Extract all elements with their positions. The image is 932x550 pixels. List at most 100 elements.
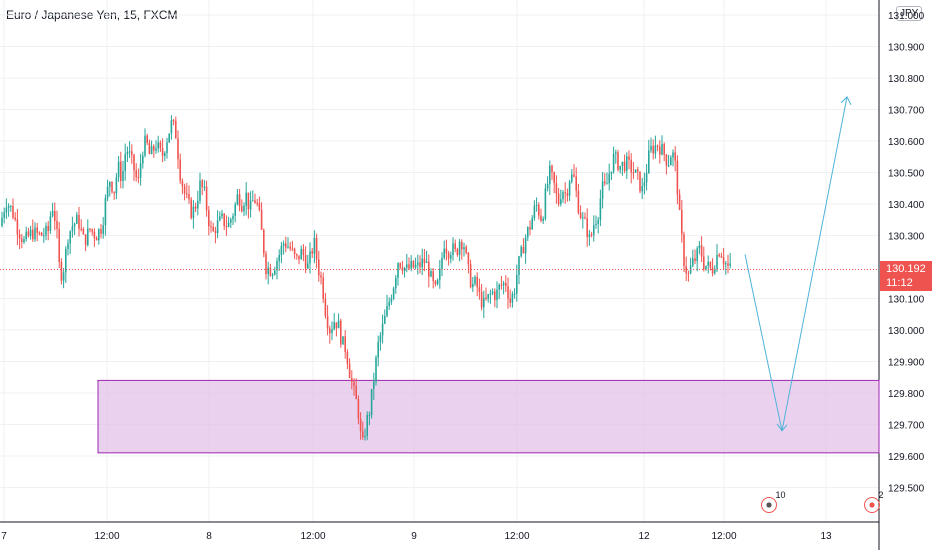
candle-body <box>406 264 408 268</box>
candle-body <box>135 170 137 178</box>
candle-body <box>395 278 397 289</box>
candle-body <box>87 228 89 246</box>
candle-body <box>91 229 93 232</box>
candle-body <box>249 200 252 210</box>
candle-body <box>170 120 173 134</box>
candle-body <box>131 151 133 155</box>
candle-body <box>348 363 351 378</box>
candle-body <box>291 248 294 250</box>
candle-body <box>419 262 421 268</box>
candle-body <box>555 183 558 194</box>
candle-body <box>637 169 639 172</box>
candle-body <box>645 172 648 183</box>
candle-body <box>467 252 470 265</box>
y-tick-label: 130.100 <box>888 295 925 306</box>
candle-body <box>241 206 243 212</box>
candle-body <box>337 320 340 329</box>
y-tick-label: 129.900 <box>888 358 925 369</box>
candle-body <box>566 193 569 196</box>
candle-body <box>373 381 375 390</box>
candle-body <box>269 267 272 276</box>
y-tick-label: 130.400 <box>888 200 925 211</box>
candle-body <box>491 291 494 294</box>
candle-body <box>223 213 225 227</box>
candle-body <box>643 182 646 187</box>
candle-body <box>353 381 355 386</box>
candle-body <box>685 266 687 274</box>
currency-badge[interactable]: JPY <box>896 6 923 21</box>
candle-body <box>392 288 395 299</box>
candle-body <box>205 186 208 211</box>
candle-body <box>542 218 544 221</box>
candle-body <box>439 268 441 280</box>
candle-body <box>315 237 318 260</box>
candle-body <box>309 251 311 264</box>
candle-body <box>505 282 507 287</box>
candle-body <box>203 186 206 188</box>
candle-body <box>454 243 456 249</box>
candle-body <box>474 276 476 285</box>
candle-body <box>575 176 577 191</box>
y-tick-label: 130.800 <box>888 74 925 85</box>
candle-body <box>417 262 419 265</box>
candle-body <box>120 161 122 182</box>
candle-body <box>304 254 307 269</box>
candle-body <box>421 258 423 268</box>
candle-body <box>729 263 731 266</box>
ideas-badge[interactable]: 10 <box>761 490 790 513</box>
candle-body <box>186 193 188 195</box>
candle-body <box>485 297 487 299</box>
candle-body <box>670 157 672 166</box>
candle-body <box>705 265 707 269</box>
candle-body <box>443 248 445 259</box>
y-tick-label: 130.500 <box>888 169 925 180</box>
candle-body <box>648 150 650 173</box>
candle-body <box>172 120 175 122</box>
candle-body <box>346 351 349 364</box>
candle-body <box>29 229 32 236</box>
candle-body <box>549 165 551 185</box>
candle-body <box>313 237 316 254</box>
candle-body <box>604 181 606 184</box>
candle-body <box>335 322 338 329</box>
candle-body <box>674 152 676 161</box>
candle-body <box>366 415 368 436</box>
candle-body <box>342 336 344 345</box>
candle-body <box>258 203 261 211</box>
y-tick-label: 130.000 <box>888 326 925 337</box>
candle-body <box>1 217 3 227</box>
candle-body <box>276 261 278 271</box>
candle-body <box>615 152 617 154</box>
candle-body <box>722 257 725 265</box>
alerts-badge[interactable]: 2 <box>864 490 888 513</box>
alert-icon <box>864 497 880 513</box>
candle-body <box>320 275 322 278</box>
x-tick-label: 12:00 <box>300 531 325 542</box>
candle-body <box>698 245 701 249</box>
candle-body <box>25 231 27 240</box>
candle-body <box>201 180 203 188</box>
x-tick-label: 7 <box>1 531 7 542</box>
candle-body <box>142 155 144 164</box>
candle-body <box>375 357 377 382</box>
candle-body <box>318 259 320 276</box>
candle-body <box>21 238 23 243</box>
candle-body <box>179 159 181 181</box>
candle-body <box>287 246 289 248</box>
candle-body <box>579 213 582 219</box>
candle-body <box>36 227 38 233</box>
candle-body <box>210 226 212 228</box>
candle-body <box>126 151 129 155</box>
candle-body <box>51 210 54 217</box>
candle-body <box>621 161 624 166</box>
candle-body <box>271 274 274 276</box>
candle-body <box>483 297 485 308</box>
candle-body <box>494 291 496 301</box>
candle-body <box>109 181 111 187</box>
candle-body <box>450 255 452 259</box>
candle-body <box>293 248 296 255</box>
candle-body <box>458 241 461 255</box>
y-tick-label: 131.000 <box>888 11 925 22</box>
candle-body <box>60 261 63 281</box>
